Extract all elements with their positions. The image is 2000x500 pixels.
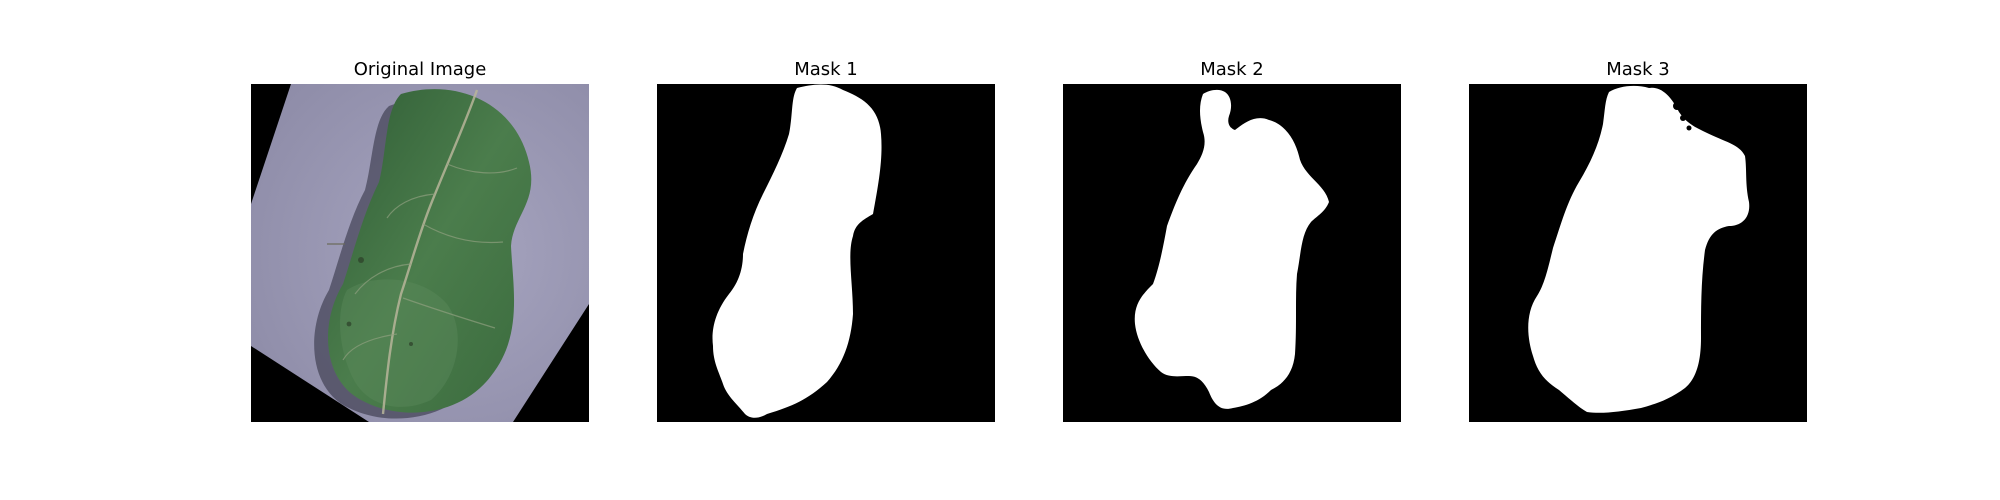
mask-2-shape	[1063, 84, 1401, 422]
mask-2-title: Mask 2	[1200, 59, 1264, 80]
original-image-title: Original Image	[353, 59, 487, 80]
mask-3	[1469, 84, 1807, 422]
original-image	[251, 84, 589, 422]
mask-3-title: Mask 3	[1606, 59, 1670, 80]
mask-3-shape	[1469, 84, 1807, 422]
leaf	[328, 89, 532, 413]
leaf-photo	[251, 84, 589, 422]
leaf-vein	[381, 89, 479, 415]
mask-1-title: Mask 1	[794, 59, 858, 80]
mask-1-shape	[657, 84, 995, 422]
mask-2	[1063, 84, 1401, 422]
mask-1	[657, 84, 995, 422]
